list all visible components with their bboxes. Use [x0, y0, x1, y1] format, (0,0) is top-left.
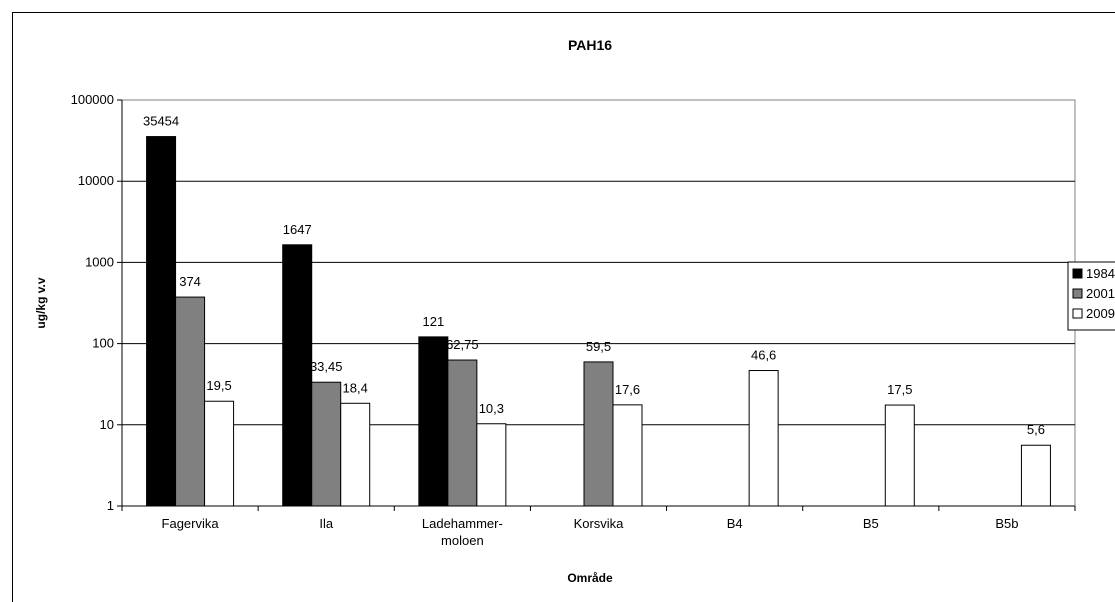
y-tick-label: 1000	[85, 254, 114, 269]
x-tick-label: Ladehammer-	[422, 516, 503, 531]
y-axis-title: ug/kg v.v	[34, 277, 48, 328]
bar	[146, 136, 177, 507]
data-label: 59,5	[586, 339, 611, 354]
x-tick-label: Korsvika	[574, 516, 625, 531]
chart-frame	[12, 12, 1115, 602]
bar	[282, 244, 313, 507]
bar	[583, 361, 614, 507]
data-label: 5,6	[1027, 422, 1045, 437]
y-tick-label: 100000	[71, 92, 114, 107]
bar	[418, 336, 449, 507]
data-label: 35454	[143, 114, 179, 129]
data-label: 121	[423, 314, 445, 329]
x-tick-label: Fagervika	[162, 516, 220, 531]
y-tick-label: 100	[92, 336, 114, 351]
x-tick-label: Ila	[319, 516, 334, 531]
bar	[447, 359, 478, 507]
legend-swatch	[1072, 268, 1083, 279]
bar	[340, 402, 371, 507]
bar	[884, 404, 915, 507]
bar	[1020, 444, 1051, 507]
data-label: 46,6	[751, 348, 776, 363]
bar	[476, 423, 507, 507]
x-tick-label: B5b	[995, 516, 1018, 531]
bar	[748, 370, 779, 507]
legend-label: 2009	[1086, 306, 1115, 321]
data-label: 17,5	[887, 382, 912, 397]
data-label: 19,5	[206, 378, 231, 393]
legend-swatch	[1072, 308, 1083, 319]
y-tick-label: 10	[100, 417, 114, 432]
x-tick-label: B5	[863, 516, 879, 531]
bar	[204, 400, 235, 507]
data-label: 62,75	[446, 337, 479, 352]
legend-label: 1984	[1086, 266, 1115, 281]
bar	[311, 381, 342, 507]
data-label: 1647	[283, 222, 312, 237]
bar	[175, 296, 206, 507]
legend-label: 2001	[1086, 286, 1115, 301]
legend-swatch	[1072, 288, 1083, 299]
chart-title: PAH16	[568, 37, 612, 53]
data-label: 18,4	[343, 380, 368, 395]
y-tick-label: 10000	[78, 173, 114, 188]
data-label: 17,6	[615, 382, 640, 397]
x-tick-label: B4	[727, 516, 743, 531]
x-tick-label: moloen	[441, 533, 484, 548]
data-label: 374	[179, 274, 201, 289]
data-label: 33,45	[310, 359, 343, 374]
data-label: 10,3	[479, 401, 504, 416]
bar	[612, 404, 643, 507]
x-axis-title: Område	[567, 571, 613, 585]
y-tick-label: 1	[107, 498, 114, 513]
